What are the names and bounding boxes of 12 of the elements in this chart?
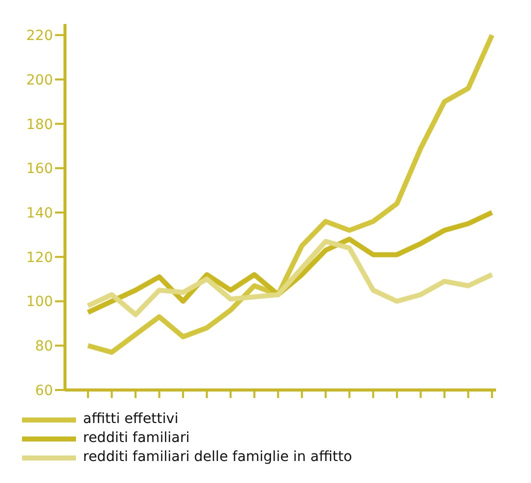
legend-label: redditi familiari delle famiglie in affitto bbox=[83, 448, 352, 467]
y-tick-label: 60 bbox=[35, 382, 53, 399]
y-tick-label: 80 bbox=[35, 338, 53, 355]
y-tick-label: 140 bbox=[26, 206, 53, 222]
y-tick-label: 100 bbox=[26, 294, 53, 310]
y-tick-label: 220 bbox=[26, 28, 53, 44]
legend-label: affitti effettivi bbox=[83, 410, 178, 429]
y-tick-label: 180 bbox=[26, 116, 53, 133]
y-tick-label: 120 bbox=[26, 250, 53, 266]
legend-label: redditi familiari bbox=[83, 429, 190, 448]
y-tick-label: 160 bbox=[26, 161, 53, 178]
y-tick-label: 200 bbox=[26, 72, 53, 88]
